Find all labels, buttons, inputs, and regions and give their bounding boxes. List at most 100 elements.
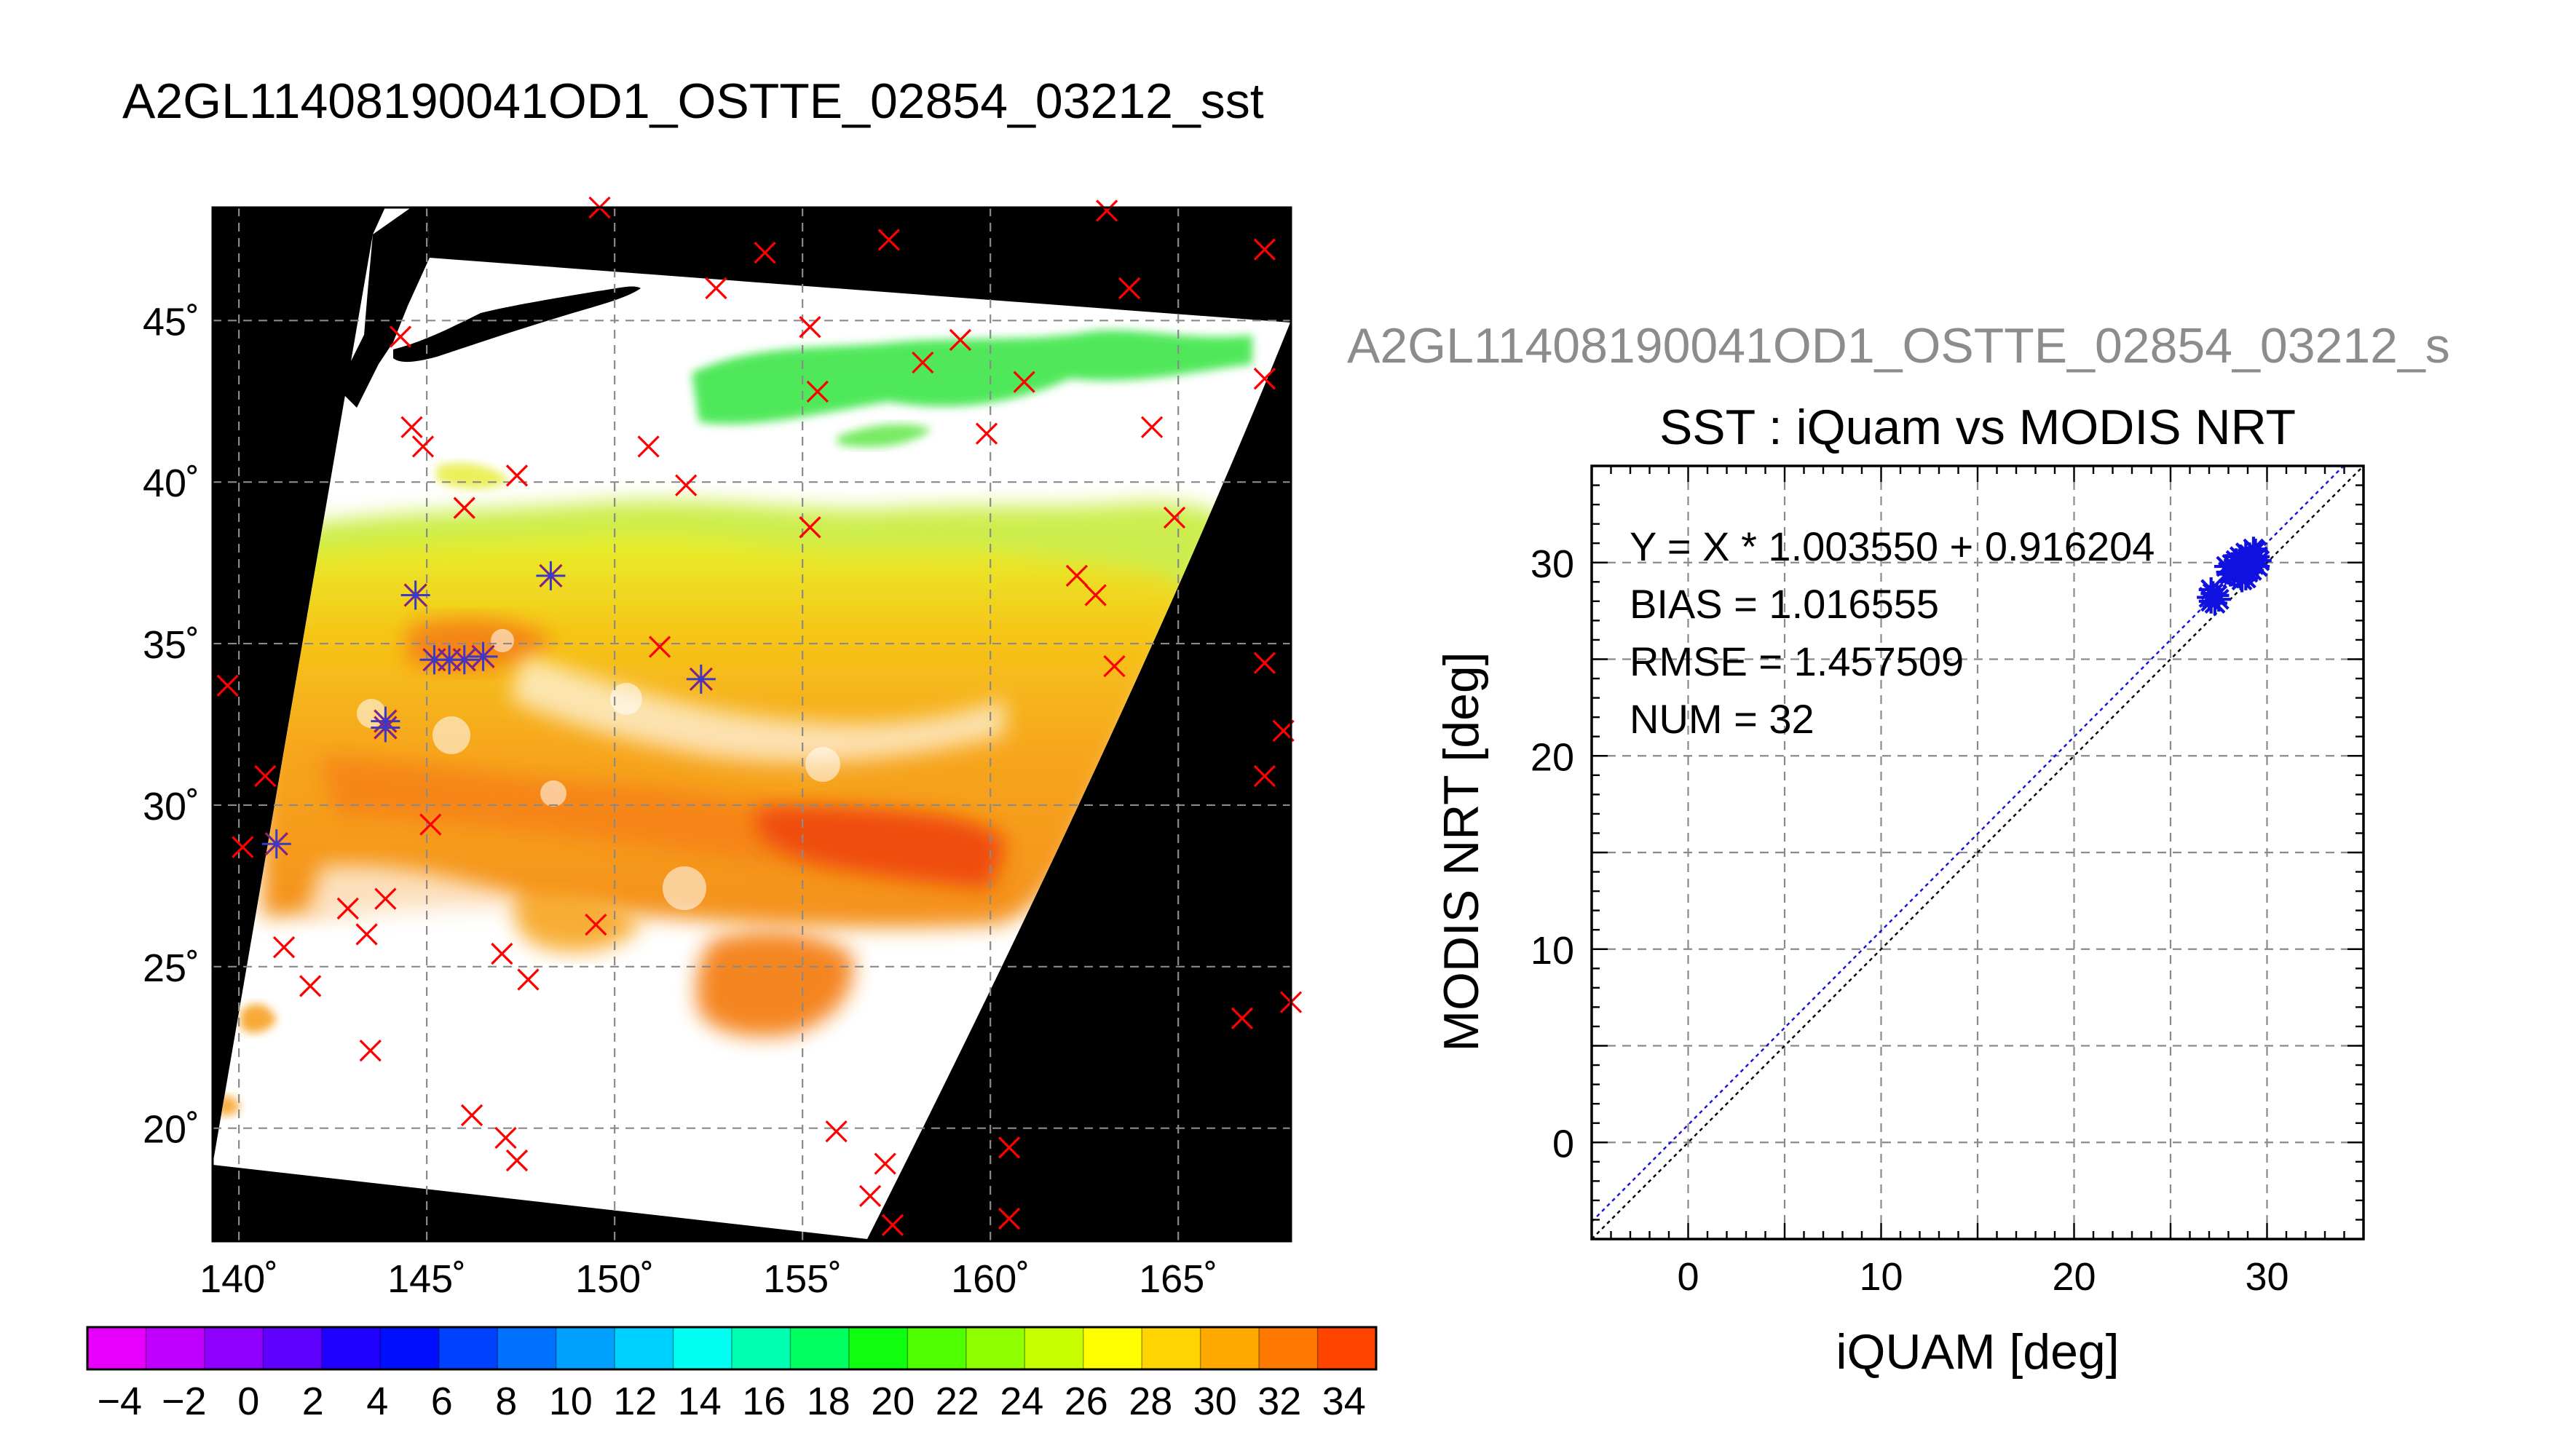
colorbar-tick-label: 28	[1129, 1380, 1172, 1423]
scatter-file-title: A2GL11408190041OD1_OSTTE_02854_03212_s	[1347, 318, 2450, 373]
iquam-marker	[1084, 584, 1107, 606]
iquam-marker	[1253, 368, 1276, 390]
map-xtick-label: 140˚	[200, 1257, 278, 1301]
iquam-marker	[877, 229, 900, 251]
scatter-xlabel: iQUAM [deg]	[1836, 1324, 2119, 1380]
map-grid	[213, 207, 1291, 1241]
iquam-marker	[1096, 199, 1118, 222]
matchup-marker	[261, 829, 291, 859]
scatter-point	[2206, 587, 2232, 612]
colorbar-swatch	[848, 1327, 909, 1369]
colorbar-swatch	[380, 1327, 440, 1369]
map-panel: 140˚ 145˚ 150˚ 155˚ 160˚ 165˚ 20˚ 25˚ 30˚ 35˚ 40˚ 4…	[143, 196, 1303, 1301]
scatter-ylabel: MODIS NRT [deg]	[1434, 652, 1489, 1051]
map-xtick-label: 150˚	[575, 1257, 654, 1301]
iquam-marker	[825, 1120, 848, 1143]
iquam-marker	[949, 328, 972, 352]
iquam-marker	[411, 435, 435, 458]
scatter-stat-text: Y = X * 1.003550 + 0.916204	[1630, 523, 2155, 569]
colorbar-tick-label: 14	[678, 1380, 722, 1423]
iquam-marker	[705, 277, 727, 300]
iquam-marker	[299, 975, 322, 997]
colorbar-swatch	[321, 1327, 382, 1369]
colorbar-swatch	[1024, 1327, 1084, 1369]
iquam-marker	[1140, 416, 1164, 438]
colorbar-tick-label: 34	[1322, 1380, 1366, 1423]
iquam-marker	[858, 1184, 882, 1208]
colorbar-swatch	[1142, 1327, 1201, 1369]
matchup-marker	[536, 561, 566, 590]
iquam-marker	[806, 380, 829, 403]
iquam-marker	[232, 836, 254, 858]
sst-field	[216, 330, 1252, 1116]
scatter-stat-text: BIAS = 1.016555	[1630, 581, 1939, 627]
map-markers	[216, 196, 1303, 1236]
identity-line	[1591, 465, 2364, 1240]
iquam-marker	[505, 464, 529, 487]
colorbar-tick-label: 0	[237, 1380, 259, 1423]
scatter-points	[2197, 537, 2272, 616]
map-xtick-label: 155˚	[763, 1257, 842, 1301]
colorbar-tick-label: 20	[871, 1380, 915, 1423]
matchup-marker	[449, 645, 479, 675]
iquam-marker	[998, 1207, 1021, 1230]
colorbar-swatch	[438, 1327, 498, 1369]
colorbar-swatch	[204, 1327, 264, 1369]
iquam-marker	[272, 936, 296, 959]
scatter-stat-text: NUM = 32	[1630, 696, 1814, 742]
iquam-marker	[1231, 1007, 1254, 1029]
scatter-title: SST : iQuam vs MODIS NRT	[1659, 400, 2296, 455]
colorbar-swatch	[1317, 1327, 1377, 1369]
iquam-marker	[799, 316, 821, 339]
colorbar-tick-label: 24	[1000, 1380, 1043, 1423]
iquam-marker	[1013, 371, 1035, 393]
matchup-marker	[371, 713, 400, 743]
colorbar-tick-label: 12	[613, 1380, 657, 1423]
iquam-marker	[1253, 764, 1276, 788]
colorbar: −4 −2 0 2 4 6 8 10 12 14 16 18 20 22 24 26 28 30 32 34	[86, 1326, 1378, 1423]
scatter-annotations: Y = X * 1.003550 + 0.916204 BIAS = 1.0165…	[1630, 523, 2155, 742]
colorbar-tick-label: −4	[97, 1380, 142, 1423]
iquam-marker	[359, 1040, 382, 1062]
map-ytick-label: 30˚	[143, 785, 200, 828]
map-ytick-label: 40˚	[143, 462, 200, 505]
iquam-marker	[975, 422, 998, 445]
map-xtick-label: 160˚	[951, 1257, 1030, 1301]
iquam-marker	[637, 435, 660, 458]
iquam-marker	[1118, 277, 1141, 300]
iquam-marker	[675, 474, 698, 496]
iquam-marker	[912, 351, 934, 374]
scatter-xtick-label: 30	[2245, 1255, 2289, 1299]
iquam-marker	[754, 241, 776, 264]
iquam-marker	[216, 674, 239, 697]
colorbar-swatch	[907, 1327, 967, 1369]
iquam-marker	[1065, 564, 1088, 587]
colorbar-swatch	[87, 1327, 147, 1369]
colorbar-swatch	[497, 1327, 557, 1369]
iquam-marker	[998, 1136, 1021, 1159]
iquam-marker	[355, 923, 378, 946]
map-ytick-label: 45˚	[143, 300, 200, 344]
iquam-marker	[585, 913, 607, 936]
colorbar-swatch	[556, 1327, 615, 1369]
colorbar-swatch	[615, 1327, 674, 1369]
iquam-marker	[491, 942, 513, 965]
scatter-ytick-label: 0	[1552, 1122, 1574, 1166]
iquam-marker	[460, 1104, 483, 1127]
map-ytick-label: 20˚	[143, 1108, 200, 1152]
scatter-ticks: 0 10 20 30 0 10 20 30	[1531, 464, 2365, 1299]
matchup-marker	[468, 641, 498, 671]
scatter-ytick-label: 10	[1531, 929, 1574, 973]
iquam-marker	[453, 496, 475, 519]
scatter-xtick-label: 0	[1677, 1255, 1699, 1299]
colorbar-tick-label: 4	[366, 1380, 388, 1423]
colorbar-tick-label: 32	[1257, 1380, 1301, 1423]
colorbar-tick-label: 26	[1065, 1380, 1108, 1423]
iquam-marker	[505, 1149, 529, 1172]
scatter-panel: A2GL11408190041OD1_OSTTE_02854_03212_s S…	[1347, 318, 2450, 1380]
colorbar-swatch	[263, 1327, 323, 1369]
colorbar-frame	[86, 1326, 1378, 1371]
colorbar-tick-label: 30	[1193, 1380, 1237, 1423]
scatter-stat-text: RMSE = 1.457509	[1630, 638, 1964, 684]
